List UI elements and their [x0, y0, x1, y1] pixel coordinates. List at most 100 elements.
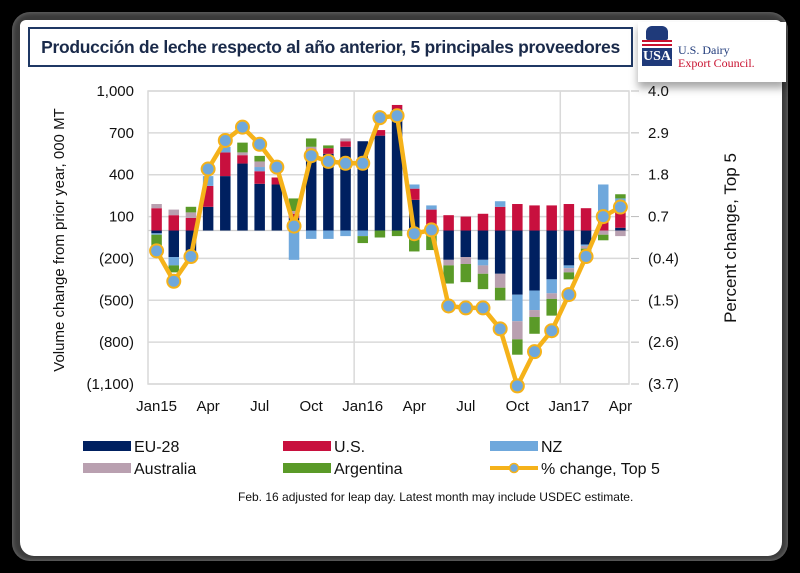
bar-argentina	[477, 273, 489, 290]
bar-argentina	[409, 233, 420, 252]
bar-eu-28	[357, 141, 368, 231]
y2-tick-label: (0.4)	[648, 250, 679, 267]
x-tick-label: Jan17	[548, 398, 589, 415]
percent-marker	[303, 148, 319, 164]
bar-nz	[580, 244, 592, 246]
bar-nz	[340, 230, 351, 237]
y-tick-label: (200)	[99, 250, 134, 267]
legend-swatch	[283, 463, 331, 473]
bar-u-s-	[460, 216, 472, 231]
y2-axis-label: Percent change, Top 5	[721, 153, 740, 323]
percent-marker	[217, 132, 233, 148]
bar-australia	[546, 293, 557, 299]
bar-u-s-	[512, 204, 523, 231]
bar-argentina	[305, 138, 317, 147]
y-axis-left: 1,000 700 400 100 (200) (500) (800) (1,100)	[86, 83, 134, 393]
percent-marker	[595, 209, 611, 225]
bar-argentina	[512, 339, 523, 355]
y-tick-label: (500)	[99, 292, 134, 309]
legend-swatch	[83, 463, 131, 473]
percent-marker	[149, 243, 165, 259]
bar-australia	[512, 321, 523, 340]
x-tick-label: Jan16	[342, 398, 383, 415]
y-tick-label: 100	[109, 209, 134, 226]
y2-tick-label: (3.7)	[648, 376, 679, 393]
bar-argentina	[426, 233, 437, 251]
bar-eu-28	[443, 230, 454, 260]
percent-marker	[389, 108, 405, 124]
bar-u-s-	[151, 208, 162, 231]
bar-u-s-	[494, 206, 506, 231]
bar-eu-28	[168, 230, 180, 258]
y-axis-right: 4.0 2.9 1.8 0.7 (0.4) (1.5) (2.6) (3.7)	[631, 83, 679, 393]
bar-eu-28	[477, 230, 489, 260]
bar-eu-28	[391, 109, 403, 231]
bar-argentina	[185, 206, 197, 213]
percent-marker	[406, 226, 422, 242]
percent-marker	[355, 155, 371, 171]
bar-argentina	[563, 272, 575, 280]
bar-australia	[288, 210, 300, 214]
x-axis: Jan15 Apr Jul Oct Jan16 Apr Jul Oct Jan17 Apr	[136, 398, 632, 415]
y-tick-label: (800)	[99, 334, 134, 351]
bar-eu-28	[151, 230, 162, 234]
legend-swatch	[490, 441, 538, 451]
bar-u-s-	[237, 155, 248, 164]
bar-nz	[426, 205, 437, 210]
y2-tick-label: 4.0	[648, 83, 669, 100]
percent-marker	[441, 298, 457, 314]
bar-australia	[340, 138, 351, 142]
bar-u-s-	[546, 205, 557, 231]
logo-line2: Export Council.	[678, 56, 755, 70]
percent-marker	[612, 199, 628, 215]
bar-argentina	[494, 287, 506, 301]
percent-marker	[423, 222, 439, 238]
bar-eu-28	[340, 146, 351, 231]
bar-u-s-	[443, 215, 454, 231]
bar-eu-28	[529, 230, 540, 291]
y-tick-label: 700	[109, 125, 134, 142]
bar-u-s-	[185, 217, 197, 231]
footnote: Feb. 16 adjusted for leap day. Latest mo…	[238, 490, 634, 504]
bar-argentina	[357, 236, 368, 244]
bar-nz	[563, 265, 575, 269]
percent-marker	[492, 321, 508, 337]
bar-australia	[494, 273, 506, 288]
bar-nz	[220, 146, 231, 153]
bar-eu-28	[546, 230, 557, 280]
x-tick-label: Apr	[196, 398, 219, 415]
percent-marker	[544, 323, 560, 339]
x-tick-label: Jul	[250, 398, 269, 415]
bar-eu-28	[580, 230, 592, 245]
chart-title: Producción de leche respecto al año ante…	[41, 36, 620, 57]
y-axis-label: Volume change from prior year, 000 MT	[51, 108, 68, 371]
y2-tick-label: 0.7	[648, 209, 669, 226]
bar-argentina	[151, 234, 162, 252]
x-tick-label: Oct	[506, 398, 530, 415]
bar-nz	[546, 279, 557, 294]
bar-australia	[151, 204, 162, 209]
percent-marker	[578, 249, 594, 265]
bar-argentina	[288, 198, 300, 211]
bar-u-s-	[426, 209, 437, 228]
logo-mark: USA	[642, 48, 672, 66]
legend-label: % change, Top 5	[541, 461, 660, 478]
bar-eu-28	[409, 199, 420, 231]
bar-nz	[597, 184, 609, 216]
legend: EU-28 U.S. NZ Australia Argentina % change, T…	[83, 439, 660, 478]
bar-argentina	[546, 298, 557, 316]
percent-marker	[234, 119, 250, 135]
bar-u-s-	[563, 204, 575, 231]
bar-argentina	[374, 230, 386, 238]
percent-marker	[252, 136, 268, 152]
bar-nz	[168, 257, 180, 266]
bar-australia	[597, 230, 609, 235]
percent-marker	[183, 249, 199, 265]
percent-marker	[338, 155, 354, 171]
bar-eu-28	[615, 227, 626, 231]
y-tick-label: 1,000	[96, 83, 134, 100]
bar-argentina	[443, 265, 454, 284]
bar-nz	[357, 230, 368, 237]
percent-marker	[509, 378, 525, 394]
bar-u-s-	[288, 213, 300, 218]
